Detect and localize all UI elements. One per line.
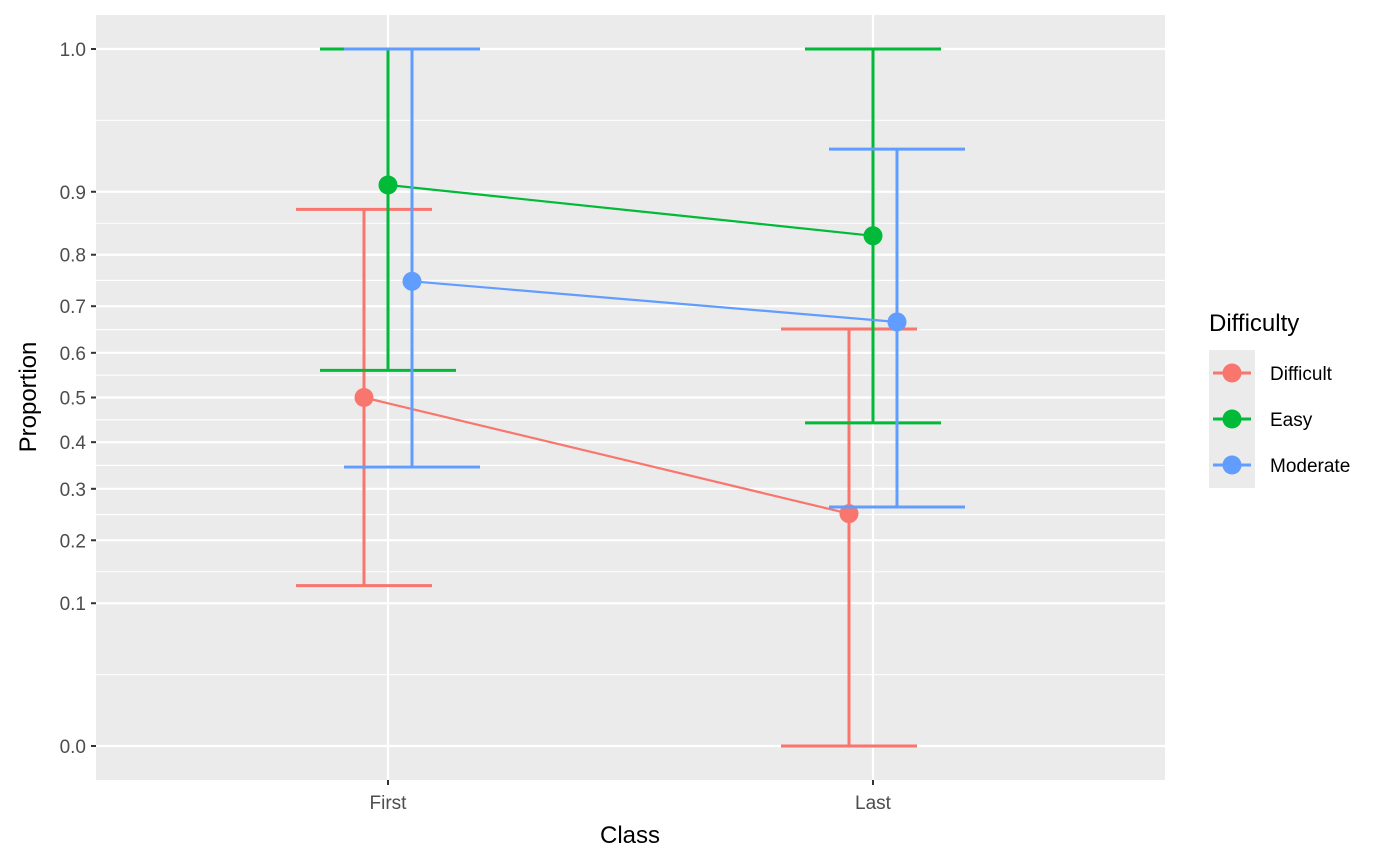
series-layer <box>296 47 965 748</box>
data-point <box>887 312 907 332</box>
legend-key-point <box>1222 409 1242 429</box>
legend-key-point <box>1222 363 1242 383</box>
data-point <box>839 504 859 524</box>
y-tick-label: 0.9 <box>60 183 86 204</box>
x-axis-title: Class <box>600 822 660 849</box>
series-line <box>411 280 898 324</box>
y-tick-label: 0.0 <box>60 737 86 758</box>
grid-minor <box>96 119 1165 676</box>
y-tick-label: 0.8 <box>60 246 86 267</box>
x-tick-label: Last <box>855 793 892 814</box>
y-axis: 0.0 0.1 0.2 0.3 0.4 0.5 0.6 0.7 0.8 0.9 1.0 <box>60 40 96 758</box>
data-point <box>402 271 422 291</box>
y-tick-label: 0.6 <box>60 344 86 365</box>
y-tick-label: 0.1 <box>60 594 86 615</box>
x-tick-label: First <box>370 793 408 814</box>
y-tick-label: 0.5 <box>60 389 86 410</box>
x-axis: First Last <box>370 780 892 814</box>
legend-label: Moderate <box>1270 456 1350 477</box>
series-difficult <box>296 207 917 748</box>
series-easy <box>320 47 941 425</box>
y-tick-label: 1.0 <box>60 40 86 61</box>
legend-title: Difficulty <box>1209 310 1299 337</box>
data-point <box>378 175 398 195</box>
legend-label: Easy <box>1270 410 1313 431</box>
y-tick-label: 0.2 <box>60 531 86 552</box>
y-tick-label: 0.7 <box>60 297 86 318</box>
series-line <box>363 396 850 515</box>
data-point <box>863 226 883 246</box>
series-line <box>387 183 874 237</box>
series-moderate <box>344 47 965 509</box>
y-tick-label: 0.3 <box>60 480 86 501</box>
legend-key-point <box>1222 455 1242 475</box>
legend-label: Difficult <box>1270 364 1333 385</box>
y-tick-label: 0.4 <box>60 433 87 454</box>
legend: Difficulty Difficult Easy Moderate <box>1209 310 1350 488</box>
data-point <box>354 388 374 407</box>
y-axis-title: Proportion <box>15 342 42 453</box>
grid-major <box>96 15 1165 780</box>
